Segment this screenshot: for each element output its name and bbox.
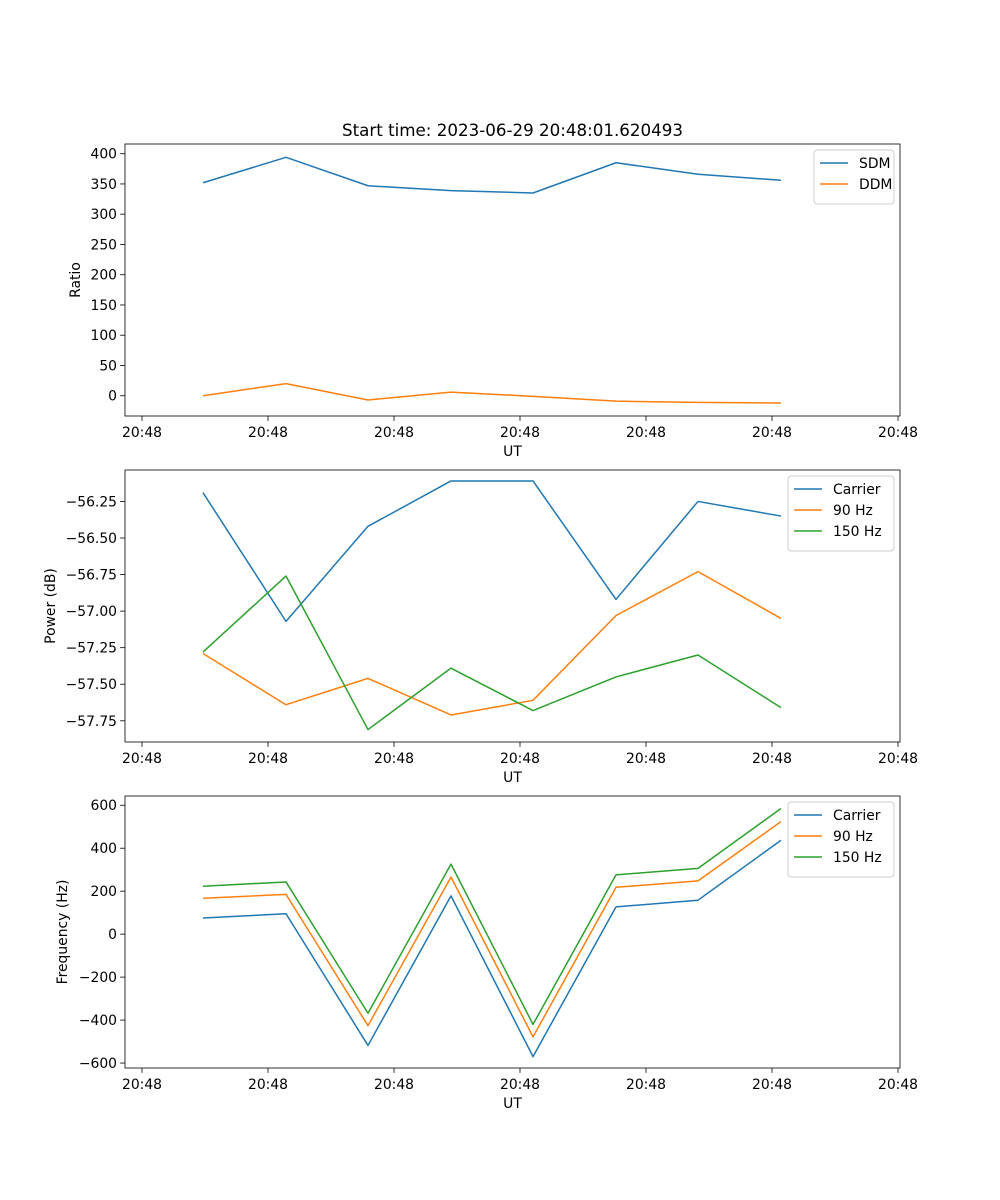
y-tick-label: 100 <box>90 328 117 344</box>
y-tick-label: 350 <box>90 177 117 193</box>
legend-label: DDM <box>859 177 892 193</box>
subplot-1: 20:48 20:48 20:48 20:48 20:48 20:48 20:48 0 50 10… <box>68 143 918 460</box>
figure-title: Start time: 2023-06-29 20:48:01.620493 <box>342 120 683 140</box>
y-tick-label: −57.50 <box>66 677 117 693</box>
y-tick-label: −56.25 <box>66 494 117 510</box>
x-tick-label: 20:48 <box>878 1077 918 1093</box>
axes-frame <box>124 795 901 1069</box>
x-tick-label: 20:48 <box>122 1077 162 1093</box>
x-tick-label: 20:48 <box>752 1077 792 1093</box>
y-axis-label: Power (dB) <box>43 568 59 644</box>
series-line-carrier <box>202 480 782 623</box>
y-tick-label: 600 <box>90 798 117 814</box>
x-tick-label: 20:48 <box>626 425 666 441</box>
x-axis-label: UT <box>503 444 522 460</box>
y-tick-label: 300 <box>90 207 117 223</box>
legend: SDM DDM <box>813 149 895 205</box>
y-tick-label: −57.75 <box>66 714 117 730</box>
y-tick-label: 250 <box>90 237 117 253</box>
x-tick-label: 20:48 <box>500 1077 540 1093</box>
x-axis-label: UT <box>503 770 522 786</box>
legend-label: Carrier <box>833 808 881 824</box>
x-tick-label: 20:48 <box>248 425 288 441</box>
y-tick-label: −400 <box>79 1013 117 1029</box>
y-tick-label: 400 <box>90 147 117 163</box>
x-tick-label: 20:48 <box>500 751 540 767</box>
axes-frame <box>124 143 901 417</box>
y-tick-label: 400 <box>90 841 117 857</box>
series-line-150-hz <box>202 575 782 731</box>
x-tick-label: 20:48 <box>374 751 414 767</box>
x-tick-label: 20:48 <box>122 425 162 441</box>
y-tick-label: −56.75 <box>66 568 117 584</box>
x-tick-label: 20:48 <box>374 425 414 441</box>
x-axis-label: UT <box>503 1096 522 1112</box>
y-tick-label: −57.25 <box>66 641 117 657</box>
legend: Carrier 90 Hz 150 Hz <box>787 475 895 552</box>
x-tick-label: 20:48 <box>878 751 918 767</box>
x-tick-label: 20:48 <box>626 1077 666 1093</box>
legend-label: 150 Hz <box>833 850 882 866</box>
legend-label: 90 Hz <box>833 829 873 845</box>
y-tick-label: 150 <box>90 298 117 314</box>
series-line-carrier <box>202 839 782 1058</box>
series-line-150-hz <box>202 807 782 1026</box>
series-line-sdm <box>202 156 782 194</box>
subplot-2: 20:48 20:48 20:48 20:48 20:48 20:48 20:48 −57.7… <box>43 469 918 786</box>
y-tick-label: 0 <box>108 927 117 943</box>
y-axis-label: Ratio <box>68 262 84 298</box>
series-line-ddm <box>202 382 782 404</box>
y-tick-label: −600 <box>79 1056 117 1072</box>
x-tick-label: 20:48 <box>878 425 918 441</box>
legend: Carrier 90 Hz 150 Hz <box>787 801 895 878</box>
legend-label: SDM <box>859 156 891 172</box>
y-axis-label: Frequency (Hz) <box>55 880 71 985</box>
legend-box <box>787 801 895 878</box>
x-tick-label: 20:48 <box>122 751 162 767</box>
y-tick-label: 50 <box>99 358 117 374</box>
y-tick-label: −56.50 <box>66 531 117 547</box>
series-line-90-hz <box>202 570 782 716</box>
legend-label: Carrier <box>833 482 881 498</box>
y-tick-label: −57.00 <box>66 604 117 620</box>
legend-label: 90 Hz <box>833 503 873 519</box>
subplot-3: 20:48 20:48 20:48 20:48 20:48 20:48 20:48 −600 −… <box>55 795 918 1112</box>
y-tick-label: 200 <box>90 884 117 900</box>
x-tick-label: 20:48 <box>752 751 792 767</box>
series-line-90-hz <box>202 820 782 1038</box>
legend-label: 150 Hz <box>833 524 882 540</box>
y-tick-label: 0 <box>108 389 117 405</box>
x-tick-label: 20:48 <box>752 425 792 441</box>
axes-frame <box>124 469 901 743</box>
legend-box <box>787 475 895 552</box>
x-tick-label: 20:48 <box>626 751 666 767</box>
y-tick-label: 200 <box>90 268 117 284</box>
x-tick-label: 20:48 <box>500 425 540 441</box>
y-tick-label: −200 <box>79 970 117 986</box>
x-tick-label: 20:48 <box>374 1077 414 1093</box>
x-tick-label: 20:48 <box>248 1077 288 1093</box>
x-tick-label: 20:48 <box>248 751 288 767</box>
